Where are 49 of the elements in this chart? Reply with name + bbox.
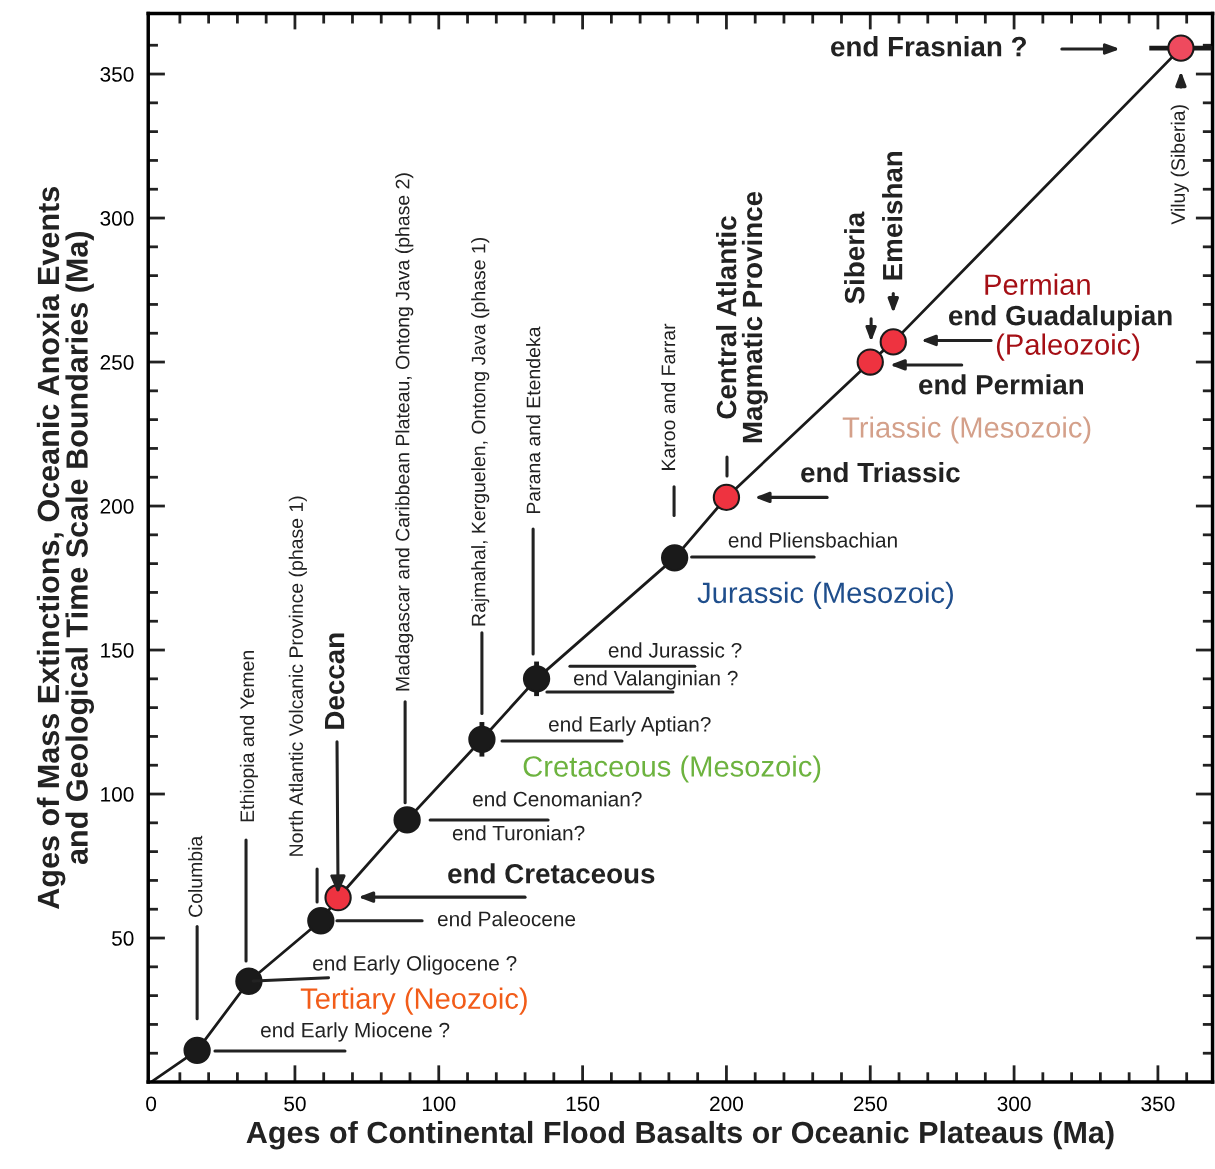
- x-tick-label: 300: [997, 1096, 1031, 1112]
- y-tick-label: 250: [100, 355, 134, 370]
- x-tick-label: 50: [284, 1096, 306, 1112]
- y-tick-label: 50: [112, 931, 134, 946]
- x-axis-title: Ages of Continental Flood Basalts or Oceanic Plateaus (Ma): [246, 1120, 1114, 1150]
- x-tick-label: 200: [710, 1096, 743, 1112]
- annotation: end Early Oligocene ?: [313, 955, 517, 975]
- annotation: Columbia: [188, 835, 203, 917]
- annotation: Karoo and Farrar: [660, 323, 676, 470]
- annotation: Tertiary (Neozoic): [300, 987, 527, 1015]
- annotation: end Paleocene: [437, 911, 576, 927]
- annotation: Parana and Etendeka: [526, 326, 541, 514]
- annotation: end Permian: [919, 374, 1084, 395]
- y-tick-label: 150: [101, 643, 134, 658]
- annotation: Cretaceous (Mesozoic): [523, 755, 821, 783]
- annotation: Jurassic (Mesozoic): [697, 581, 953, 609]
- x-tick-label: 100: [422, 1096, 456, 1112]
- annotation: end Pliensbachian: [728, 532, 897, 548]
- y-axis-title: Ages of Mass Extinctions, Oceanic Anoxia Events and Geological Time Scale Boundaries (Ma): [36, 187, 95, 909]
- annotation: end Early Miocene ?: [261, 1022, 450, 1042]
- annotation: Rajmahal, Kerguelen, Ontong Java (phase 1): [471, 238, 490, 626]
- annotation: Madagascar and Caribbean Plateau, Ontong Java (phase 2): [395, 173, 414, 691]
- annotation: end Triassic: [801, 461, 960, 483]
- annotation: end Valanginian ?: [573, 670, 738, 690]
- y-tick-label: 350: [100, 67, 134, 82]
- y-tick-label: 200: [100, 499, 134, 514]
- y-tick-label: 300: [100, 211, 134, 226]
- annotation: North Atlantic Volcanic Province (phase 1): [288, 496, 307, 856]
- annotation: end Frasnian ?: [831, 36, 1026, 57]
- annotation: Triassic (Mesozoic): [842, 416, 1091, 444]
- annotation: end Early Aptian?: [548, 716, 711, 736]
- annotation: end Guadalupian: [949, 305, 1172, 331]
- annotation: end Cenomanian?: [473, 791, 642, 807]
- annotation: Central Atlantic Magmatic Province: [716, 191, 768, 443]
- annotation: end Turonian?: [452, 825, 585, 841]
- x-tick-label: 350: [1141, 1096, 1175, 1112]
- annotation: Permian: [985, 273, 1090, 295]
- annotation: end Cretaceous: [448, 863, 655, 884]
- annotation: Deccan: [325, 633, 345, 729]
- annotation: (Paleozoic): [996, 333, 1140, 361]
- x-tick-label: 250: [853, 1096, 887, 1112]
- annotation: Siberia: [844, 211, 865, 304]
- x-tick-label: 150: [566, 1096, 600, 1112]
- annotation: Viluy (Siberia): [1170, 105, 1189, 225]
- annotation: Emeishan: [882, 151, 903, 280]
- annotation: Ethiopia and Yemen: [239, 651, 258, 822]
- y-tick-label: 100: [101, 787, 134, 802]
- x-tick-label: 0: [146, 1096, 157, 1112]
- annotation: end Jurassic ?: [608, 642, 742, 658]
